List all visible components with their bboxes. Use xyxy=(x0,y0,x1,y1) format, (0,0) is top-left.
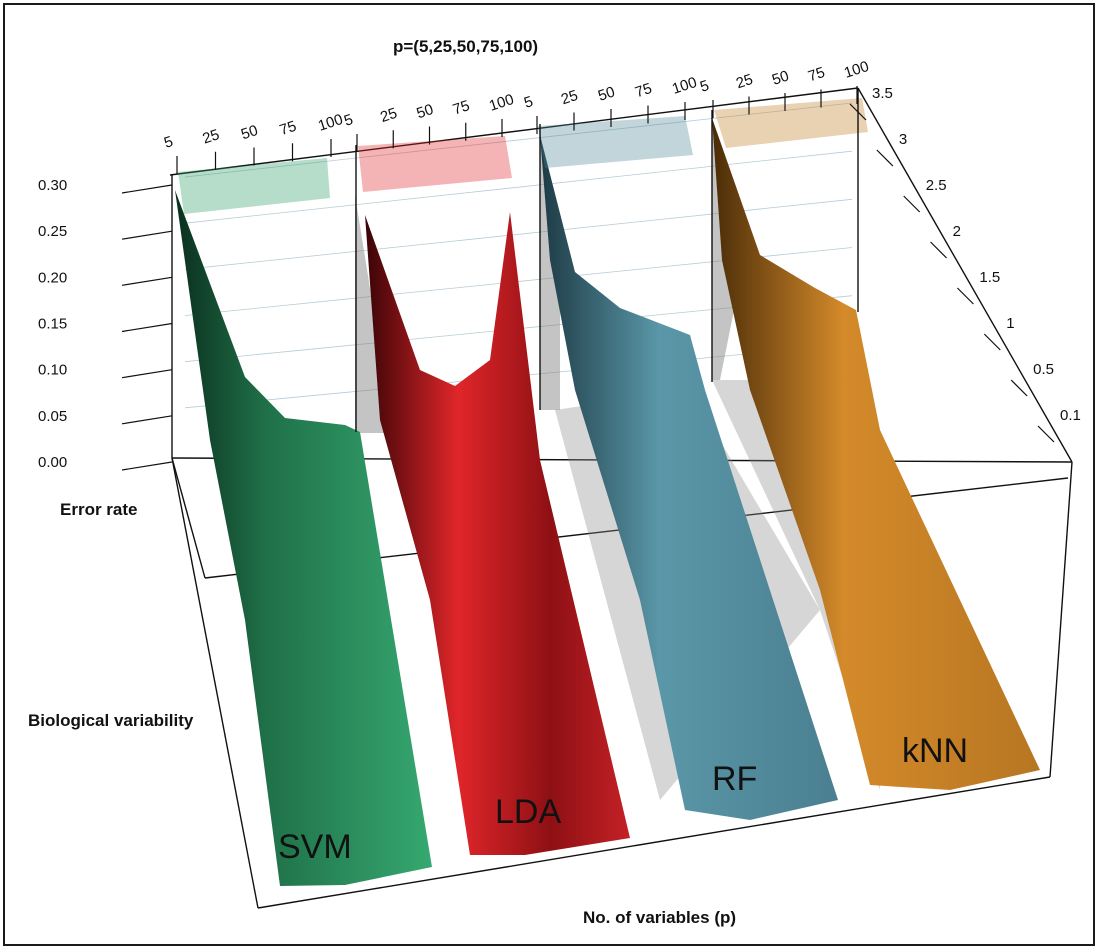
x-tick-label: 50 xyxy=(414,101,435,122)
series-label-lda: LDA xyxy=(495,793,561,831)
x-tick-label: 100 xyxy=(842,58,871,82)
z-tick xyxy=(121,276,173,286)
x-tick-label: 5 xyxy=(522,93,535,112)
strip-rf xyxy=(538,116,693,168)
x-tick-label: 100 xyxy=(670,74,699,98)
x-tick-label: 100 xyxy=(316,111,345,135)
series-surfaces xyxy=(175,118,1040,886)
y-tick xyxy=(930,241,947,259)
gridline xyxy=(184,102,853,178)
y-tick-label: 0.1 xyxy=(1060,407,1081,424)
surface-svm xyxy=(175,190,432,886)
x-tick-label: 25 xyxy=(200,126,221,147)
tick-marks xyxy=(121,86,1055,471)
x-tick-label: 5 xyxy=(698,77,711,96)
y-tick-label: 0.5 xyxy=(1033,361,1054,378)
figure-frame xyxy=(3,3,1095,946)
strip-lda xyxy=(358,136,512,192)
y-tick-label: 3 xyxy=(899,131,907,148)
surface-knn xyxy=(712,118,1040,790)
y-tick-label: 3.5 xyxy=(872,85,893,102)
surface-rf xyxy=(540,135,838,820)
x-tick-label: 75 xyxy=(451,97,472,118)
y-tick xyxy=(849,103,867,121)
z-tick-label: 0.10 xyxy=(38,362,67,379)
y-tick xyxy=(876,149,894,167)
y-tick xyxy=(957,287,974,305)
z-tick xyxy=(121,322,173,333)
strip-knn xyxy=(714,98,868,148)
z-tick-label: 0.25 xyxy=(38,223,67,240)
series-label-rf: RF xyxy=(712,760,757,798)
surface-lda xyxy=(365,212,630,855)
z-tick xyxy=(121,461,173,471)
top-strips xyxy=(178,98,868,214)
x-tick-label: 75 xyxy=(806,64,827,85)
gridline xyxy=(184,150,853,224)
z-tick xyxy=(121,415,173,425)
y-tick-label: 1 xyxy=(1006,315,1014,332)
z-tick-label: 0.15 xyxy=(38,316,67,333)
series-label-knn: kNN xyxy=(902,732,968,770)
y-tick-label: 2.5 xyxy=(926,177,947,194)
x-tick-label: 25 xyxy=(378,105,399,126)
z-tick xyxy=(121,369,173,379)
z-tick-label: 0.20 xyxy=(38,269,67,286)
y-tick xyxy=(1037,425,1055,443)
z-tick xyxy=(121,184,173,194)
z-tick-label: 0.05 xyxy=(38,408,67,425)
x-tick-label: 5 xyxy=(162,133,175,152)
divider-lines xyxy=(355,88,859,432)
z-tick xyxy=(121,230,173,240)
x-tick-label: 50 xyxy=(596,83,617,104)
x-tick-label: 50 xyxy=(239,122,260,143)
y-tick-label: 2 xyxy=(953,223,961,240)
z-tick-label: 0.00 xyxy=(38,454,67,471)
x-tick-label: 75 xyxy=(277,118,298,139)
z-axis-title: Error rate xyxy=(60,500,137,519)
series-label-svm: SVM xyxy=(278,828,352,866)
x-tick-label: 75 xyxy=(633,80,654,101)
y-tick xyxy=(983,333,1001,351)
y-tick-label: 1.5 xyxy=(979,269,1000,286)
x-axis-title: No. of variables (p) xyxy=(583,908,736,927)
y-tick xyxy=(1010,379,1028,397)
strip-svm xyxy=(178,158,330,214)
y-axis-title: Biological variability xyxy=(28,711,194,730)
z-tick-label: 0.30 xyxy=(38,177,67,194)
x-tick-label: 25 xyxy=(734,71,755,92)
x-tick-label: 100 xyxy=(487,91,516,115)
y-tick xyxy=(903,195,921,213)
chart-title: p=(5,25,50,75,100) xyxy=(393,37,538,56)
x-tick-label: 50 xyxy=(770,67,791,88)
x-tick-label: 25 xyxy=(559,87,580,108)
